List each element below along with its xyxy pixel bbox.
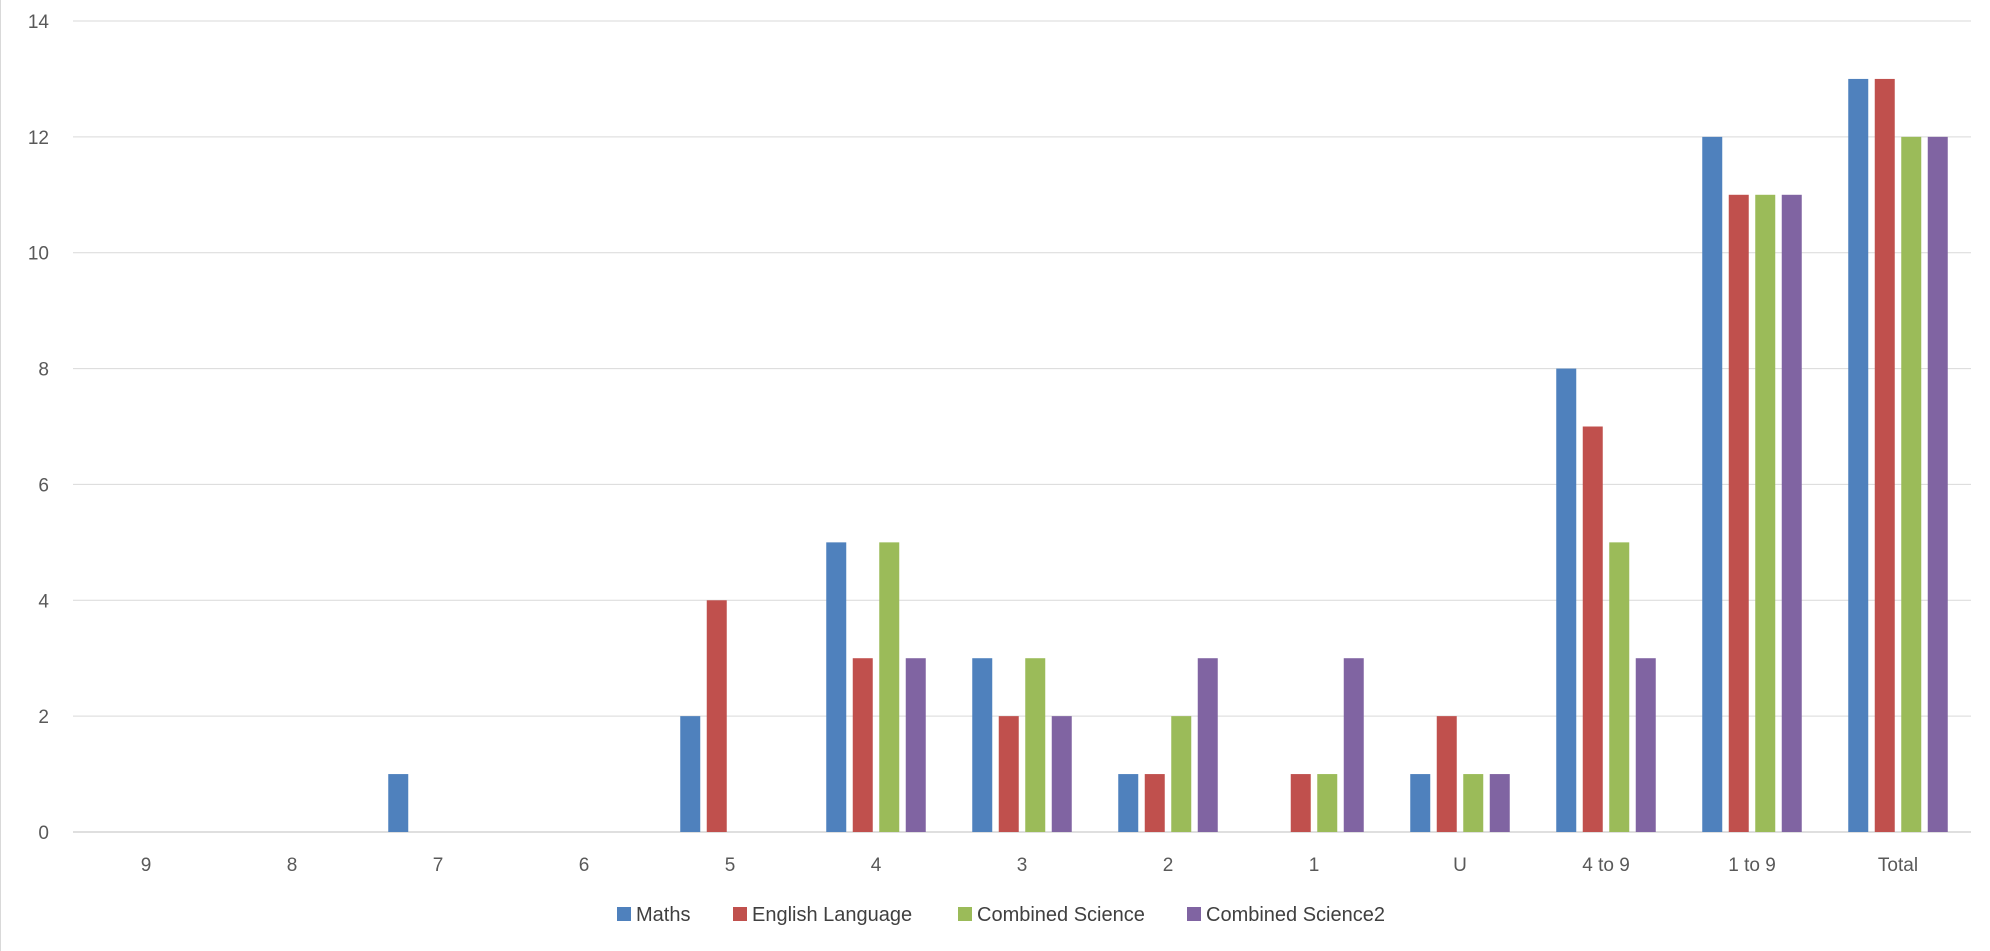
bar-combined-science — [1609, 542, 1630, 832]
axes: 0 2 4 6 8 10 12 14 9 8 7 6 5 4 3 2 1 U 4 to 9 1 to 9 Total — [28, 12, 1918, 876]
x-tick-label: 2 — [1163, 855, 1174, 876]
legend-label: Combined Science2 — [1206, 904, 1385, 926]
bar-maths — [972, 658, 993, 832]
bar-combined-science2 — [1197, 658, 1218, 832]
x-tick-label: Total — [1878, 855, 1918, 876]
x-tick-label: U — [1453, 855, 1467, 876]
bar-combined-science — [1463, 774, 1484, 832]
x-tick-label: 4 to 9 — [1582, 855, 1630, 876]
bar-english-language — [998, 716, 1019, 832]
bar-english-language — [852, 658, 873, 832]
x-tick-label: 6 — [579, 855, 590, 876]
x-tick-label: 1 to 9 — [1728, 855, 1776, 876]
bar-maths — [1118, 774, 1139, 832]
bar-combined-science2 — [1489, 774, 1510, 832]
y-tick-label: 10 — [28, 244, 49, 265]
y-tick-label: 0 — [38, 823, 49, 844]
x-tick-label: 3 — [1017, 855, 1028, 876]
bar-combined-science2 — [1927, 136, 1948, 832]
bar-maths — [1556, 368, 1577, 832]
bar-combined-science — [1755, 194, 1776, 833]
y-tick-label: 4 — [38, 591, 49, 612]
bar-english-language — [1436, 716, 1457, 832]
gridlines — [73, 20, 1971, 833]
x-tick-label: 1 — [1309, 855, 1320, 876]
x-tick-label: 5 — [725, 855, 736, 876]
bar-combined-science — [1171, 716, 1192, 832]
bar-english-language — [1290, 774, 1311, 832]
bar-maths — [1848, 78, 1869, 832]
bar-maths — [826, 542, 847, 832]
bar-combined-science2 — [905, 658, 926, 832]
y-tick-label: 12 — [28, 128, 49, 149]
bar-combined-science — [1901, 136, 1922, 832]
bar-combined-science2 — [1781, 194, 1802, 833]
bar-english-language — [1874, 78, 1895, 832]
bar-maths — [1702, 136, 1723, 832]
x-tick-label: 4 — [871, 855, 882, 876]
y-tick-label: 2 — [38, 707, 49, 728]
x-tick-label: 7 — [433, 855, 444, 876]
bar-english-language — [1728, 194, 1749, 833]
bars — [388, 78, 1948, 833]
legend-label: Combined Science — [977, 904, 1145, 926]
bar-combined-science — [1317, 774, 1338, 832]
legend: Maths English Language Combined Science Com… — [617, 904, 1385, 926]
bar-maths — [1410, 774, 1431, 832]
legend-swatch — [958, 907, 972, 921]
bar-maths — [680, 716, 701, 832]
legend-label: Maths — [636, 904, 690, 926]
bar-english-language — [1144, 774, 1165, 832]
y-tick-label: 6 — [38, 475, 49, 496]
bar-combined-science2 — [1635, 658, 1656, 832]
bar-english-language — [1582, 426, 1603, 832]
legend-swatch — [733, 907, 747, 921]
bar-maths — [388, 774, 409, 832]
legend-label: English Language — [752, 904, 912, 926]
bar-combined-science — [1025, 658, 1046, 832]
x-tick-label: 9 — [141, 855, 152, 876]
bar-english-language — [706, 600, 727, 832]
legend-swatch — [617, 907, 631, 921]
y-tick-label: 8 — [38, 360, 49, 381]
legend-swatch — [1187, 907, 1201, 921]
x-tick-label: 8 — [287, 855, 298, 876]
bar-combined-science2 — [1051, 716, 1072, 832]
bar-combined-science — [879, 542, 900, 832]
bar-combined-science2 — [1343, 658, 1364, 832]
y-tick-label: 14 — [28, 12, 50, 33]
